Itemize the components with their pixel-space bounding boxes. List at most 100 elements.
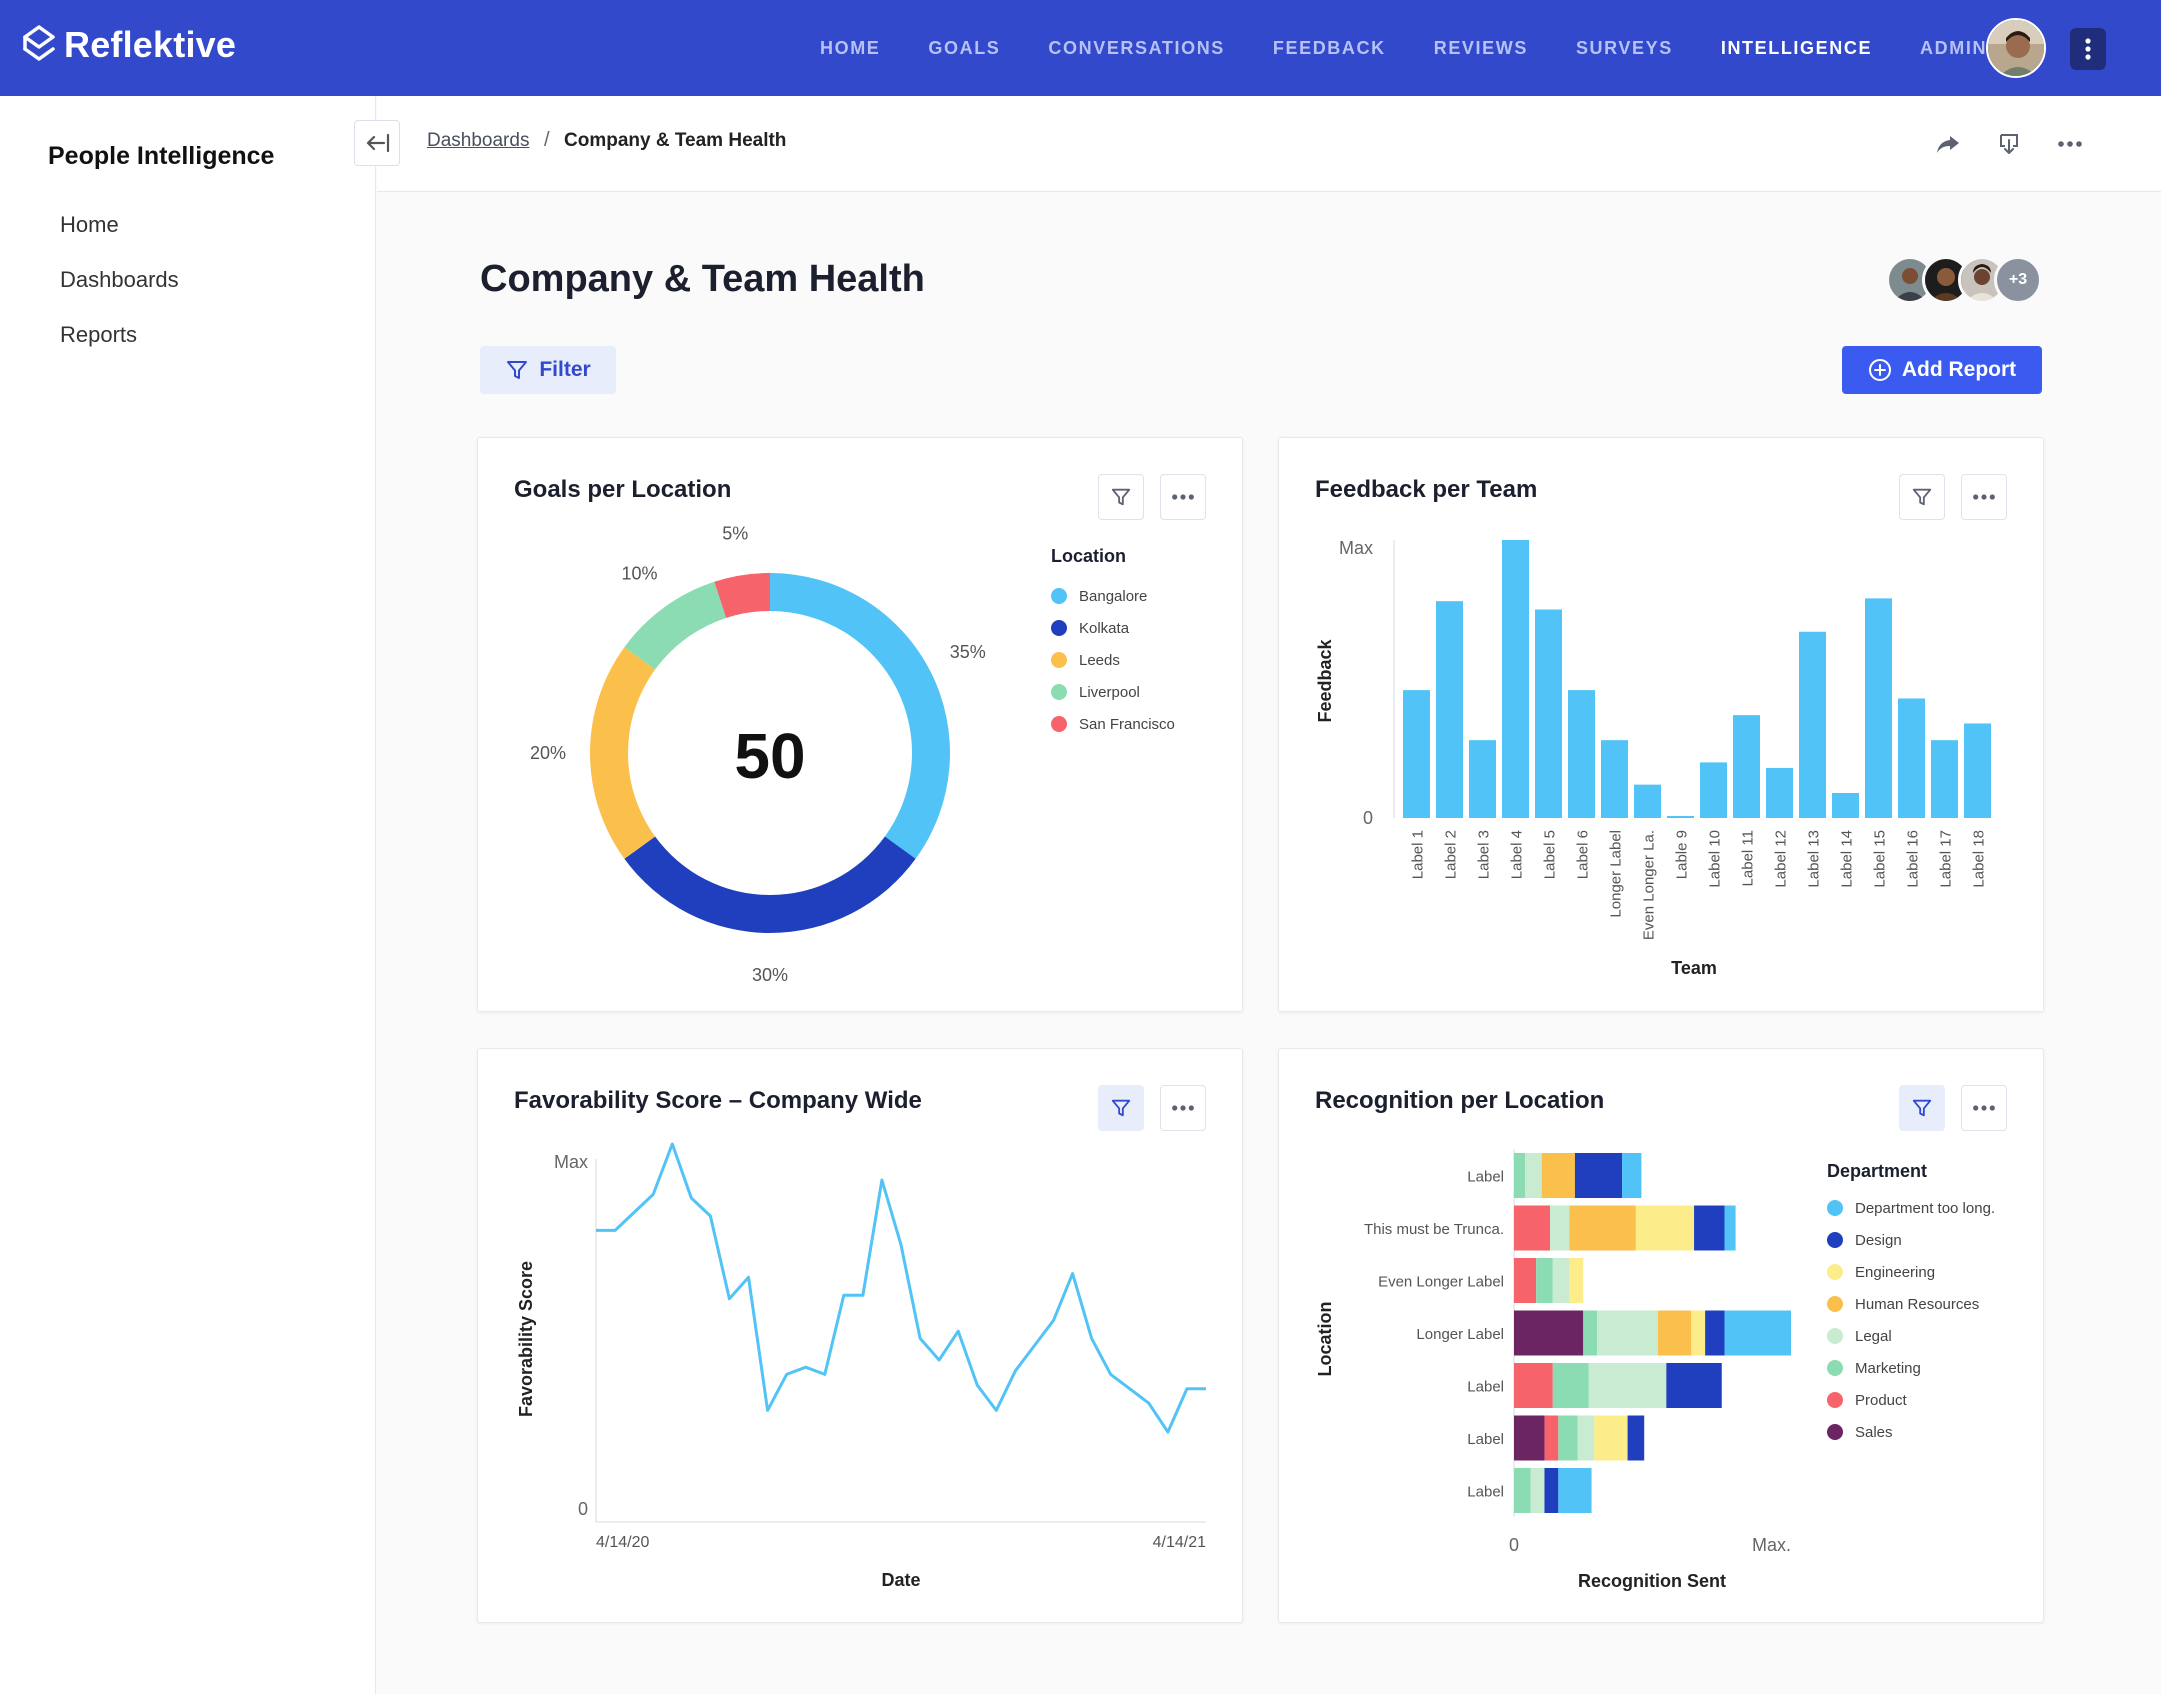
add-report-button-label: Add Report bbox=[1901, 358, 2017, 381]
add-circle-icon bbox=[1868, 359, 1891, 381]
nav-item-goals[interactable]: GOALS bbox=[928, 37, 1001, 58]
y-tick-label: Label bbox=[1467, 1169, 1504, 1186]
card-title: Recognition per Location bbox=[1315, 1087, 1605, 1114]
y-tick-label: Label bbox=[1467, 1379, 1504, 1396]
legend-label: Liverpool bbox=[1079, 683, 1140, 701]
card-title: Goals per Location bbox=[514, 476, 732, 503]
download-icon bbox=[2000, 134, 2018, 154]
legend-swatch bbox=[1827, 1296, 1843, 1312]
nav-item-admin[interactable]: ADMIN bbox=[1920, 37, 1988, 58]
x-tick-label: Lable 9 bbox=[1674, 830, 1691, 879]
legend-swatch bbox=[1827, 1328, 1843, 1344]
card-filter-button[interactable] bbox=[1098, 474, 1144, 520]
x-axis-label: Date bbox=[881, 1570, 920, 1590]
card-more-button[interactable] bbox=[1961, 1085, 2007, 1131]
bar bbox=[1964, 723, 1991, 818]
donut-center-value: 50 bbox=[734, 720, 805, 792]
legend-title: Department bbox=[1827, 1161, 1928, 1181]
card-more-button[interactable] bbox=[1160, 474, 1206, 520]
x-axis-label: Team bbox=[1671, 958, 1717, 978]
stacked-bar-segment bbox=[1691, 1310, 1706, 1356]
filter-button[interactable]: Filter bbox=[480, 346, 616, 394]
y-tick-label: This must be Trunca. bbox=[1364, 1221, 1504, 1238]
x-tick-label: Even Longer La. bbox=[1641, 830, 1658, 940]
more-horizontal-icon bbox=[1973, 1105, 1995, 1111]
stacked-bar-segment bbox=[1536, 1258, 1553, 1303]
sidebar-item-dashboards[interactable]: Dashboards bbox=[48, 253, 330, 307]
card-filter-button[interactable] bbox=[1899, 1085, 1945, 1131]
card-more-button[interactable] bbox=[1160, 1085, 1206, 1131]
x-tick-label: Label 2 bbox=[1443, 830, 1460, 879]
top-navigation-bar: Reflektive HOME GOALS CONVERSATIONS FEEDBAC… bbox=[0, 0, 2161, 96]
collapse-sidebar-button[interactable] bbox=[354, 120, 400, 166]
bar bbox=[1865, 598, 1892, 818]
bar bbox=[1601, 740, 1628, 818]
stacked-bar-segment bbox=[1622, 1153, 1642, 1198]
x-tick-label: Label 15 bbox=[1872, 830, 1889, 888]
y-tick-label: Label bbox=[1467, 1484, 1504, 1501]
recognition-per-location-card: Recognition per Location Label This must … bbox=[1278, 1048, 2044, 1623]
app-menu-button[interactable] bbox=[2070, 28, 2106, 70]
share-button[interactable] bbox=[1930, 126, 1966, 162]
legend-swatch bbox=[1051, 716, 1067, 732]
stacked-bar-segment bbox=[1550, 1205, 1570, 1251]
nav-item-feedback[interactable]: FEEDBACK bbox=[1272, 37, 1386, 58]
bar bbox=[1502, 540, 1529, 818]
bar bbox=[1733, 715, 1760, 818]
recognition-stacked-bar-chart: Label This must be Trunca. Even Longer Lab… bbox=[1315, 1149, 1791, 1591]
y-axis-label: Favorability Score bbox=[516, 1261, 536, 1417]
sidebar-item-home[interactable]: Home bbox=[48, 198, 330, 252]
legend-item: Liverpool bbox=[1051, 676, 1175, 708]
filter-icon bbox=[1111, 488, 1131, 506]
breadcrumb-dashboards-link[interactable]: Dashboards bbox=[427, 130, 530, 151]
y-tick-label: Label bbox=[1467, 1431, 1504, 1448]
stacked-bar-segment bbox=[1525, 1153, 1542, 1198]
x-tick-label: Label 10 bbox=[1707, 830, 1724, 888]
stacked-bar-segment bbox=[1552, 1258, 1570, 1303]
stacked-bar-segment bbox=[1574, 1153, 1623, 1198]
more-collaborators-badge[interactable]: +3 bbox=[1994, 256, 2042, 304]
sidebar-item-reports[interactable]: Reports bbox=[48, 308, 330, 362]
app-logo[interactable]: Reflektive bbox=[22, 24, 236, 66]
download-button[interactable] bbox=[1991, 126, 2027, 162]
card-more-button[interactable] bbox=[1961, 474, 2007, 520]
filter-button-label: Filter bbox=[539, 358, 591, 381]
legend-swatch bbox=[1051, 684, 1067, 700]
card-filter-button[interactable] bbox=[1098, 1085, 1144, 1131]
more-horizontal-icon bbox=[2058, 141, 2082, 147]
legend-label: Department too long. bbox=[1855, 1199, 1996, 1217]
legend-label: Engineering bbox=[1855, 1263, 1936, 1281]
bar bbox=[1766, 767, 1793, 818]
nav-item-conversations[interactable]: CONVERSATIONS bbox=[1048, 37, 1225, 58]
main-menu: HOME GOALS CONVERSATIONS FEEDBACK REVIEWS SUR… bbox=[820, 0, 2035, 96]
favorability-series-line bbox=[596, 1142, 1206, 1434]
stacked-bar-segment bbox=[1694, 1205, 1725, 1251]
card-filter-button[interactable] bbox=[1899, 474, 1945, 520]
stacked-bar-segment bbox=[1627, 1415, 1645, 1461]
stacked-bar-segment bbox=[1597, 1310, 1659, 1356]
x-tick-label: Label 3 bbox=[1476, 830, 1493, 879]
favorability-score-card: Favorability Score – Company Wide 0 Max 4/… bbox=[477, 1048, 1243, 1623]
collaborator-avatar[interactable] bbox=[1922, 256, 1970, 304]
nav-item-reviews[interactable]: REVIEWS bbox=[1433, 37, 1528, 58]
nav-item-surveys[interactable]: SURVEYS bbox=[1575, 37, 1673, 58]
donut-slice-label: 5% bbox=[722, 524, 748, 544]
legend-item: Design bbox=[1827, 1224, 1995, 1256]
stacked-bar-segment bbox=[1588, 1363, 1667, 1408]
nav-item-intelligence[interactable]: INTELLIGENCE bbox=[1720, 37, 1873, 58]
stacked-bar-segment bbox=[1569, 1258, 1584, 1303]
bar bbox=[1634, 784, 1661, 818]
nav-item-home[interactable]: HOME bbox=[820, 37, 881, 58]
more-options-button[interactable] bbox=[2052, 126, 2088, 162]
legend-item: Leeds bbox=[1051, 644, 1175, 676]
collaborator-avatar[interactable] bbox=[1886, 256, 1934, 304]
favorability-line-chart: 0 Max 4/14/20 4/14/21 Date Favorability Score bbox=[516, 1142, 1206, 1590]
user-avatar[interactable] bbox=[1986, 18, 2046, 78]
x-tick-label: 4/14/21 bbox=[1153, 1534, 1206, 1551]
filter-icon bbox=[1111, 1099, 1131, 1117]
sidebar-item-label: Reports bbox=[60, 322, 138, 347]
reflektive-logo-icon bbox=[23, 25, 55, 61]
legend-swatch bbox=[1051, 620, 1067, 636]
stacked-bar-segment bbox=[1514, 1205, 1551, 1251]
add-report-button[interactable]: Add Report bbox=[1842, 346, 2042, 394]
